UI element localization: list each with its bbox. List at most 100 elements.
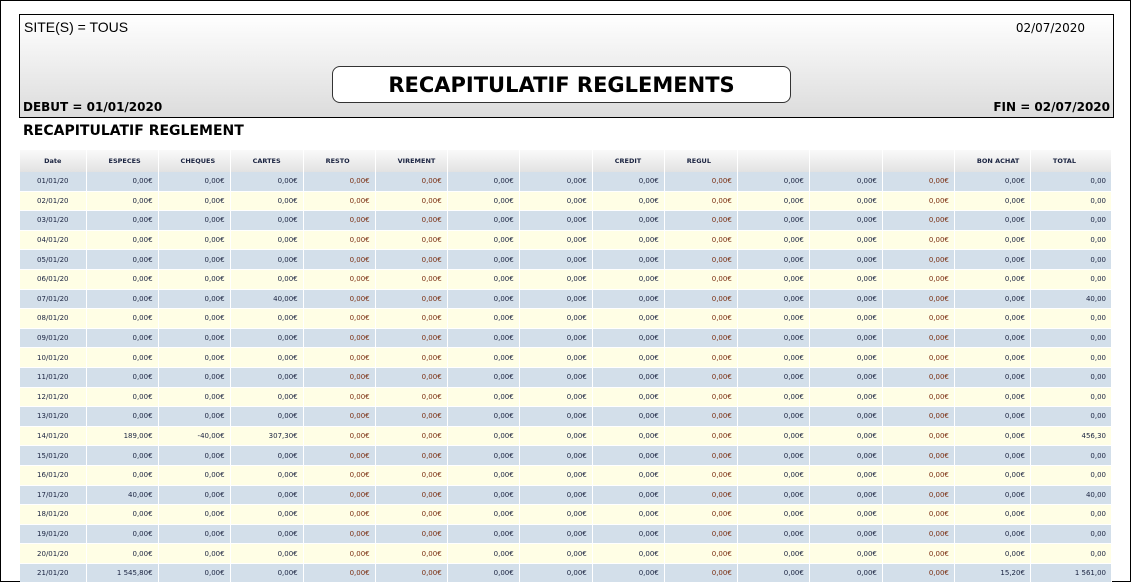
amount-cell: 307,30€	[230, 426, 304, 447]
print-date: 02/07/2020	[1015, 21, 1085, 35]
amount-cell: 0,00€	[737, 328, 810, 349]
amount-cell: 0,00€	[954, 172, 1031, 192]
amount-cell: 0,00€	[303, 347, 376, 368]
amount-cell: 0,00€	[86, 347, 159, 368]
date-cell: 12/01/20	[20, 387, 87, 408]
table-row: 18/01/20 0,00€ 0,00€ 0,00€ 0,00€ 0,00€ 0,00€ 0,…	[20, 504, 1113, 525]
amount-cell: 0,00€	[954, 465, 1031, 486]
amount-cell: 0,00€	[664, 387, 738, 408]
amount-cell: 0,00€	[592, 445, 665, 466]
amount-cell: 0,00€	[375, 426, 448, 447]
date-cell: 06/01/20	[20, 269, 87, 290]
amount-cell: 0,00€	[158, 347, 231, 368]
amount-cell: 0,00€	[809, 308, 883, 329]
amount-cell: 0,00€	[737, 426, 810, 447]
amount-cell: 0,00€	[954, 210, 1031, 231]
amount-cell: 0,00€	[519, 485, 593, 506]
amount-cell: 40,00€	[86, 485, 159, 506]
amount-cell: 0,00€	[737, 406, 810, 427]
amount-cell: 0,00€	[737, 210, 810, 231]
amount-cell: 0,00€	[447, 269, 520, 290]
amount-cell: 0,00€	[882, 289, 955, 310]
amount-cell: 0,00€	[519, 269, 593, 290]
amount-cell: 0,00	[1030, 543, 1113, 564]
amount-cell: 0,00€	[592, 289, 665, 310]
amount-cell: 0,00€	[519, 230, 593, 251]
amount-cell: 0,00€	[86, 210, 159, 231]
amount-cell: 0,00€	[375, 406, 448, 427]
amount-cell: 0,00€	[809, 367, 883, 388]
date-cell: 04/01/20	[20, 230, 87, 251]
amount-cell: 0,00€	[809, 328, 883, 349]
amount-cell: 0,00€	[158, 465, 231, 486]
column-header: RESTO	[303, 150, 376, 172]
amount-cell: 0,00€	[158, 308, 231, 329]
amount-cell: 0,00€	[882, 445, 955, 466]
amount-cell: 0,00€	[375, 445, 448, 466]
amount-cell: 0,00€	[519, 289, 593, 310]
amount-cell: 0,00€	[375, 308, 448, 329]
table-row: 21/01/20 1 545,80€ 0,00€ 0,00€ 0,00€ 0,00€ 0,0…	[20, 563, 1113, 583]
amount-cell: 0,00€	[592, 367, 665, 388]
amount-cell: 0,00€	[592, 387, 665, 408]
amount-cell: 0,00€	[737, 524, 810, 545]
amount-cell: 0,00€	[954, 347, 1031, 368]
amount-cell: 0,00€	[303, 524, 376, 545]
amount-cell: 0,00€	[809, 406, 883, 427]
amount-cell: 0,00€	[592, 191, 665, 212]
amount-cell: 0,00	[1030, 367, 1113, 388]
amount-cell: 0,00€	[737, 191, 810, 212]
amount-cell: 0,00€	[809, 524, 883, 545]
amount-cell: 0,00€	[954, 485, 1031, 506]
amount-cell: 0,00€	[447, 445, 520, 466]
column-header	[519, 150, 593, 172]
amount-cell: 0,00€	[882, 210, 955, 231]
amount-cell: 0,00€	[86, 172, 159, 192]
amount-cell: 0,00€	[519, 563, 593, 583]
amount-cell: 0,00€	[592, 172, 665, 192]
date-cell: 15/01/20	[20, 445, 87, 466]
amount-cell: 0,00€	[230, 269, 304, 290]
amount-cell: 0,00€	[447, 249, 520, 270]
amount-cell: 0,00€	[954, 504, 1031, 525]
amount-cell: 0,00€	[303, 249, 376, 270]
amount-cell: 456,30	[1030, 426, 1113, 447]
amount-cell: 0,00€	[230, 347, 304, 368]
date-cell: 21/01/20	[20, 563, 87, 583]
amount-cell: 0,00€	[158, 269, 231, 290]
amount-cell: 0,00€	[592, 563, 665, 583]
amount-cell: 0,00	[1030, 524, 1113, 545]
amount-cell: 0,00€	[519, 347, 593, 368]
payments-table: Date ESPECES CHEQUES CARTES RESTO VIREMENT CRE…	[20, 150, 1113, 583]
table-row: 20/01/20 0,00€ 0,00€ 0,00€ 0,00€ 0,00€ 0,00€ 0,…	[20, 543, 1113, 564]
amount-cell: 0,00€	[954, 249, 1031, 270]
amount-cell: 0,00€	[954, 289, 1031, 310]
amount-cell: 0,00€	[592, 249, 665, 270]
amount-cell: 0,00€	[230, 406, 304, 427]
amount-cell: 0,00€	[86, 249, 159, 270]
amount-cell: 0,00€	[303, 328, 376, 349]
amount-cell: 0,00	[1030, 191, 1113, 212]
amount-cell: 0,00€	[303, 387, 376, 408]
amount-cell: 0,00€	[664, 347, 738, 368]
amount-cell: 0,00€	[592, 426, 665, 447]
amount-cell: 0,00€	[375, 543, 448, 564]
amount-cell: 0,00€	[664, 367, 738, 388]
amount-cell: 0,00€	[447, 387, 520, 408]
column-header: Date	[20, 150, 87, 172]
amount-cell: 0,00€	[303, 191, 376, 212]
column-header: CHEQUES	[158, 150, 231, 172]
amount-cell: 0,00€	[447, 172, 520, 192]
amount-cell: 0,00€	[737, 504, 810, 525]
amount-cell: 0,00€	[303, 308, 376, 329]
amount-cell: 0,00€	[447, 406, 520, 427]
amount-cell: 0,00	[1030, 269, 1113, 290]
amount-cell: 0,00€	[882, 249, 955, 270]
amount-cell: 0,00€	[954, 308, 1031, 329]
column-header: CARTES	[230, 150, 304, 172]
amount-cell: 0,00€	[664, 406, 738, 427]
amount-cell: 0,00€	[954, 367, 1031, 388]
amount-cell: 0,00€	[447, 524, 520, 545]
amount-cell: 0,00	[1030, 347, 1113, 368]
amount-cell: 0,00€	[375, 465, 448, 486]
